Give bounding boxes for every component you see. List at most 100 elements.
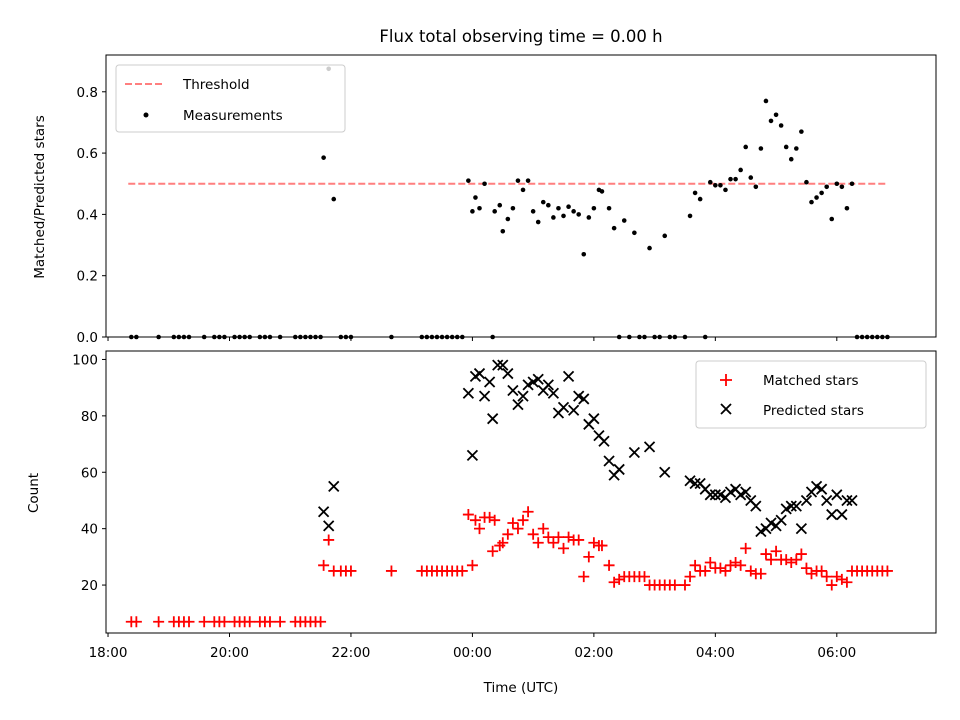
matched-star-point <box>130 616 142 628</box>
matched-star-point <box>826 579 838 591</box>
predicted-star-point <box>785 500 797 512</box>
predicted-star-point <box>659 466 671 478</box>
measurement-point <box>482 181 487 187</box>
predicted-star-point <box>790 500 802 512</box>
predicted-star-point <box>826 508 838 521</box>
measurement-point <box>497 202 503 208</box>
bottom-y-tick-label: 80 <box>81 409 98 425</box>
legend-matched-label: Matched stars <box>763 373 859 389</box>
top-y-tick-label: 0.0 <box>77 330 98 346</box>
predicted-star-point <box>750 500 762 512</box>
matched-star-point <box>527 528 539 540</box>
matched-star-point <box>456 565 468 577</box>
measurement-point <box>824 184 829 190</box>
bottom-y-tick-label: 20 <box>81 578 98 594</box>
predicted-star-point <box>588 413 600 425</box>
measurement-point <box>799 129 804 134</box>
top-y-tick-label: 0.4 <box>77 207 98 223</box>
predicted-star-point <box>532 373 544 385</box>
predicted-star-point <box>689 477 701 490</box>
matched-star-point <box>841 576 853 588</box>
x-tick-label: 20:00 <box>210 645 249 661</box>
measurement-point <box>778 123 784 128</box>
matched-star-point <box>497 537 509 549</box>
predicted-star-point <box>846 494 858 507</box>
predicted-star-point <box>567 404 580 416</box>
matched-star-point <box>462 509 474 521</box>
matched-star-point <box>547 537 559 549</box>
predicted-star-point <box>821 494 833 507</box>
measurement-point <box>321 155 326 160</box>
matched-star-point <box>487 545 499 557</box>
measurement-point <box>804 179 809 185</box>
measurement-point <box>753 184 759 190</box>
matched-star-point <box>489 514 501 526</box>
legend-measurements-label: Measurements <box>183 108 283 124</box>
predicted-star-point <box>831 489 843 501</box>
matched-star-point <box>578 571 590 583</box>
predicted-star-point <box>709 489 721 501</box>
measurement-point <box>500 228 506 234</box>
matched-star-point <box>198 616 210 628</box>
matched-star-point <box>795 548 807 560</box>
measurement-point <box>758 146 764 151</box>
matched-star-point <box>318 559 330 571</box>
predicted-star-point <box>328 480 340 492</box>
x-tick-label: 06:00 <box>817 645 856 661</box>
predicted-star-point <box>775 514 787 526</box>
measurement-point <box>738 167 743 173</box>
measurement-point <box>530 209 536 214</box>
matched-star-point <box>816 565 828 577</box>
matched-star-point <box>821 571 833 583</box>
measurement-point <box>849 181 855 187</box>
predicted-star-point <box>628 446 641 459</box>
measurement-point <box>515 178 521 183</box>
matched-star-point <box>638 571 650 583</box>
bottom-legend: Matched stars Predicted stars <box>695 360 927 429</box>
bottom-legend-box <box>695 360 927 429</box>
measurement-point <box>492 209 497 214</box>
measurement-point <box>540 199 546 205</box>
predicted-star-point <box>643 441 656 453</box>
matched-star-point <box>532 537 544 549</box>
bottom-axes: 20 40 60 80 100 18:00 20:00 22:00 00:00 02:00 04:0… <box>72 352 856 661</box>
matched-star-point <box>689 559 701 571</box>
matched-star-point <box>684 571 696 583</box>
measurement-point <box>621 218 627 223</box>
bottom-y-tick-label: 100 <box>72 352 98 368</box>
x-tick-label: 22:00 <box>331 645 370 661</box>
matched-star-point <box>474 523 485 535</box>
measurement-point <box>473 195 478 200</box>
matched-star-point <box>512 523 524 535</box>
measurement-point <box>525 178 531 183</box>
legend-threshold-label: Threshold <box>182 77 250 93</box>
matched-star-point <box>603 559 615 571</box>
top-y-tick-label: 0.8 <box>77 85 98 101</box>
measurement-point <box>794 146 799 151</box>
measurement-point <box>505 216 511 222</box>
predicted-star-point <box>841 494 853 507</box>
predicted-star-point <box>497 359 509 371</box>
x-tick-label: 02:00 <box>574 645 613 661</box>
measurement-point <box>632 230 637 236</box>
matched-star-point <box>760 548 772 560</box>
measurement-point <box>748 175 754 180</box>
legend-matched-swatch <box>720 374 732 386</box>
predicted-star-point <box>323 520 335 532</box>
measurement-point <box>723 187 728 193</box>
bottom-y-axis-label: Count <box>26 473 42 513</box>
bottom-axes-frame <box>105 350 937 634</box>
measurement-point <box>566 204 571 210</box>
matched-star-point <box>183 616 195 628</box>
matched-star-point <box>537 523 549 535</box>
chart-title: Flux total observing time = 0.00 h <box>379 27 662 46</box>
matched-star-point <box>218 616 230 628</box>
matched-star-point <box>740 542 752 554</box>
predicted-star-point <box>815 483 828 495</box>
predicted-star-point <box>483 376 496 388</box>
measurement-point <box>707 179 713 185</box>
matched-star-point <box>153 616 165 628</box>
matched-star-point <box>719 565 731 577</box>
measurement-point <box>844 205 850 211</box>
